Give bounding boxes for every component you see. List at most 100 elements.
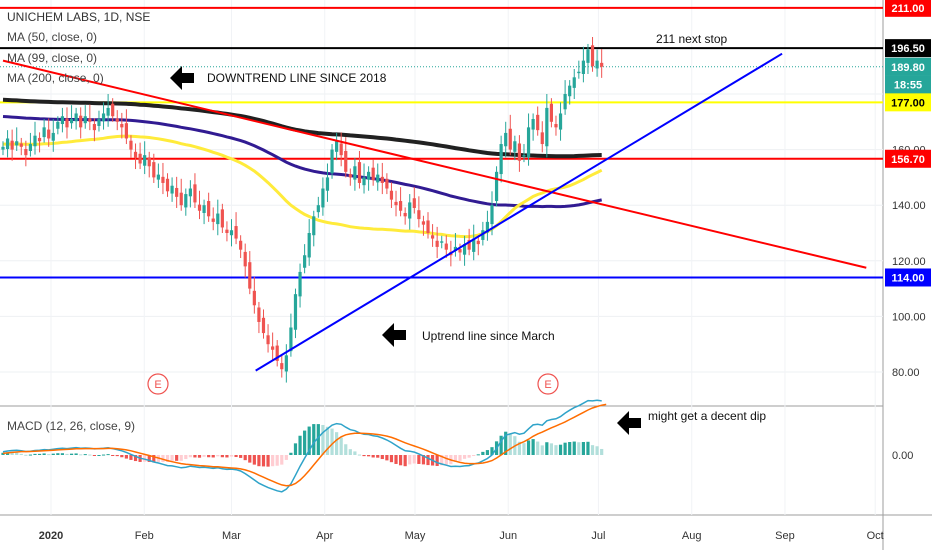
macd-histogram-bar <box>467 455 471 458</box>
macd-histogram-bar <box>367 455 371 457</box>
uptrend-annotation: Uptrend line since March <box>422 329 555 343</box>
candle-body <box>147 157 151 167</box>
candle-body <box>440 241 444 243</box>
macd-histogram-bar <box>472 455 476 456</box>
macd-histogram-bar <box>485 450 490 455</box>
candle-body <box>207 201 211 217</box>
candle-body <box>184 194 188 208</box>
candle-body <box>175 187 179 197</box>
x-tick-label: Mar <box>222 530 241 542</box>
candle-body <box>476 240 480 245</box>
macd-histogram-bar <box>37 453 42 455</box>
symbol-legend[interactable]: UNICHEM LABS, 1D, NSE <box>7 10 151 24</box>
macd-histogram-bar <box>234 455 238 458</box>
macd-histogram-bar <box>184 455 188 460</box>
macd-histogram-bar <box>394 455 398 464</box>
candle-body <box>161 176 165 183</box>
macd-histogram-bar <box>426 455 430 466</box>
candle-body <box>563 94 567 110</box>
price-tag-label: 177.00 <box>891 97 925 109</box>
candle-body <box>545 107 549 147</box>
ma99-legend[interactable]: MA (99, close, 0) <box>7 51 98 65</box>
price-tag: 196.50 <box>885 39 931 58</box>
macd-histogram-bar <box>56 453 60 455</box>
price-tag-label: 196.50 <box>891 43 925 55</box>
macd-histogram-bar <box>97 455 101 456</box>
candle-body <box>202 205 206 213</box>
candle-body <box>257 307 261 322</box>
candle-body <box>97 119 101 126</box>
macd-histogram-bar <box>517 441 522 455</box>
macd-histogram-bar <box>175 455 179 461</box>
macd-histogram-bar <box>74 453 78 455</box>
candle-body <box>380 176 384 183</box>
price-tag-label: 18:55 <box>894 80 922 92</box>
candle-body <box>595 60 599 69</box>
candle-body <box>220 209 224 228</box>
macd-histogram-bar <box>389 455 394 463</box>
macd-histogram-bar <box>362 455 366 457</box>
candle-body <box>88 118 92 122</box>
macd-histogram-bar <box>42 453 46 455</box>
macd-histogram-bar <box>193 455 197 458</box>
macd-histogram-bar <box>499 435 503 455</box>
candle-body <box>348 174 352 178</box>
macd-histogram-bar <box>79 454 83 456</box>
price-tag: 18:55 <box>885 75 931 94</box>
macd-histogram-bar <box>344 444 348 455</box>
macd-histogram-bar <box>600 448 604 455</box>
candle-body <box>417 210 421 220</box>
macd-histogram-bar <box>476 454 480 456</box>
candle-body <box>398 201 403 211</box>
macd-histogram-bar <box>380 455 384 460</box>
macd-legend[interactable]: MACD (12, 26, close, 9) <box>7 419 136 433</box>
ma200-legend[interactable]: MA (200, close, 0) <box>7 71 104 85</box>
candle-body <box>353 166 357 180</box>
candle-body <box>600 62 604 67</box>
candle-body <box>458 249 462 253</box>
macd-histogram-bar <box>88 454 92 456</box>
macd-histogram-bar <box>239 455 243 458</box>
macd-histogram-bar <box>462 455 467 459</box>
macd-histogram-bar <box>10 452 14 455</box>
candle-body <box>165 178 170 192</box>
candle-body <box>156 174 160 180</box>
candle-body <box>197 204 202 211</box>
price-tag-bg <box>885 93 931 112</box>
candle-body <box>371 167 375 181</box>
candle-body <box>24 149 28 156</box>
macd-histogram-bar <box>549 443 553 455</box>
price-tag-label: 189.80 <box>891 62 925 74</box>
candle-body <box>513 141 517 152</box>
price-tag: 156.70 <box>885 149 931 168</box>
macd-histogram-bar <box>330 428 334 455</box>
macd-histogram-bar <box>284 455 288 460</box>
candle-body <box>120 124 124 128</box>
candle-body <box>590 45 595 67</box>
macd-histogram-bar <box>376 455 380 458</box>
macd-histogram-bar <box>243 455 247 461</box>
candle-body <box>101 113 106 122</box>
candle-body <box>129 140 133 150</box>
macd-histogram-bar <box>165 455 170 462</box>
candle-body <box>193 184 197 203</box>
candle-body <box>325 177 330 191</box>
candle-body <box>179 192 183 206</box>
x-tick-label: May <box>405 530 426 542</box>
candle-body <box>92 124 96 131</box>
macd-histogram-bar <box>28 454 33 456</box>
candle-body <box>1 146 5 150</box>
left-arrow-icon <box>170 66 194 90</box>
candle-body <box>376 174 380 183</box>
candle-body <box>33 135 37 147</box>
candle-body <box>536 114 540 131</box>
x-tick-label: Oct <box>867 530 884 542</box>
candle-body <box>389 190 394 200</box>
ma50-legend[interactable]: MA (50, close, 0) <box>7 30 98 44</box>
macd-histogram-bar <box>325 426 330 455</box>
candle-body <box>284 355 288 372</box>
candle-body <box>5 138 10 150</box>
